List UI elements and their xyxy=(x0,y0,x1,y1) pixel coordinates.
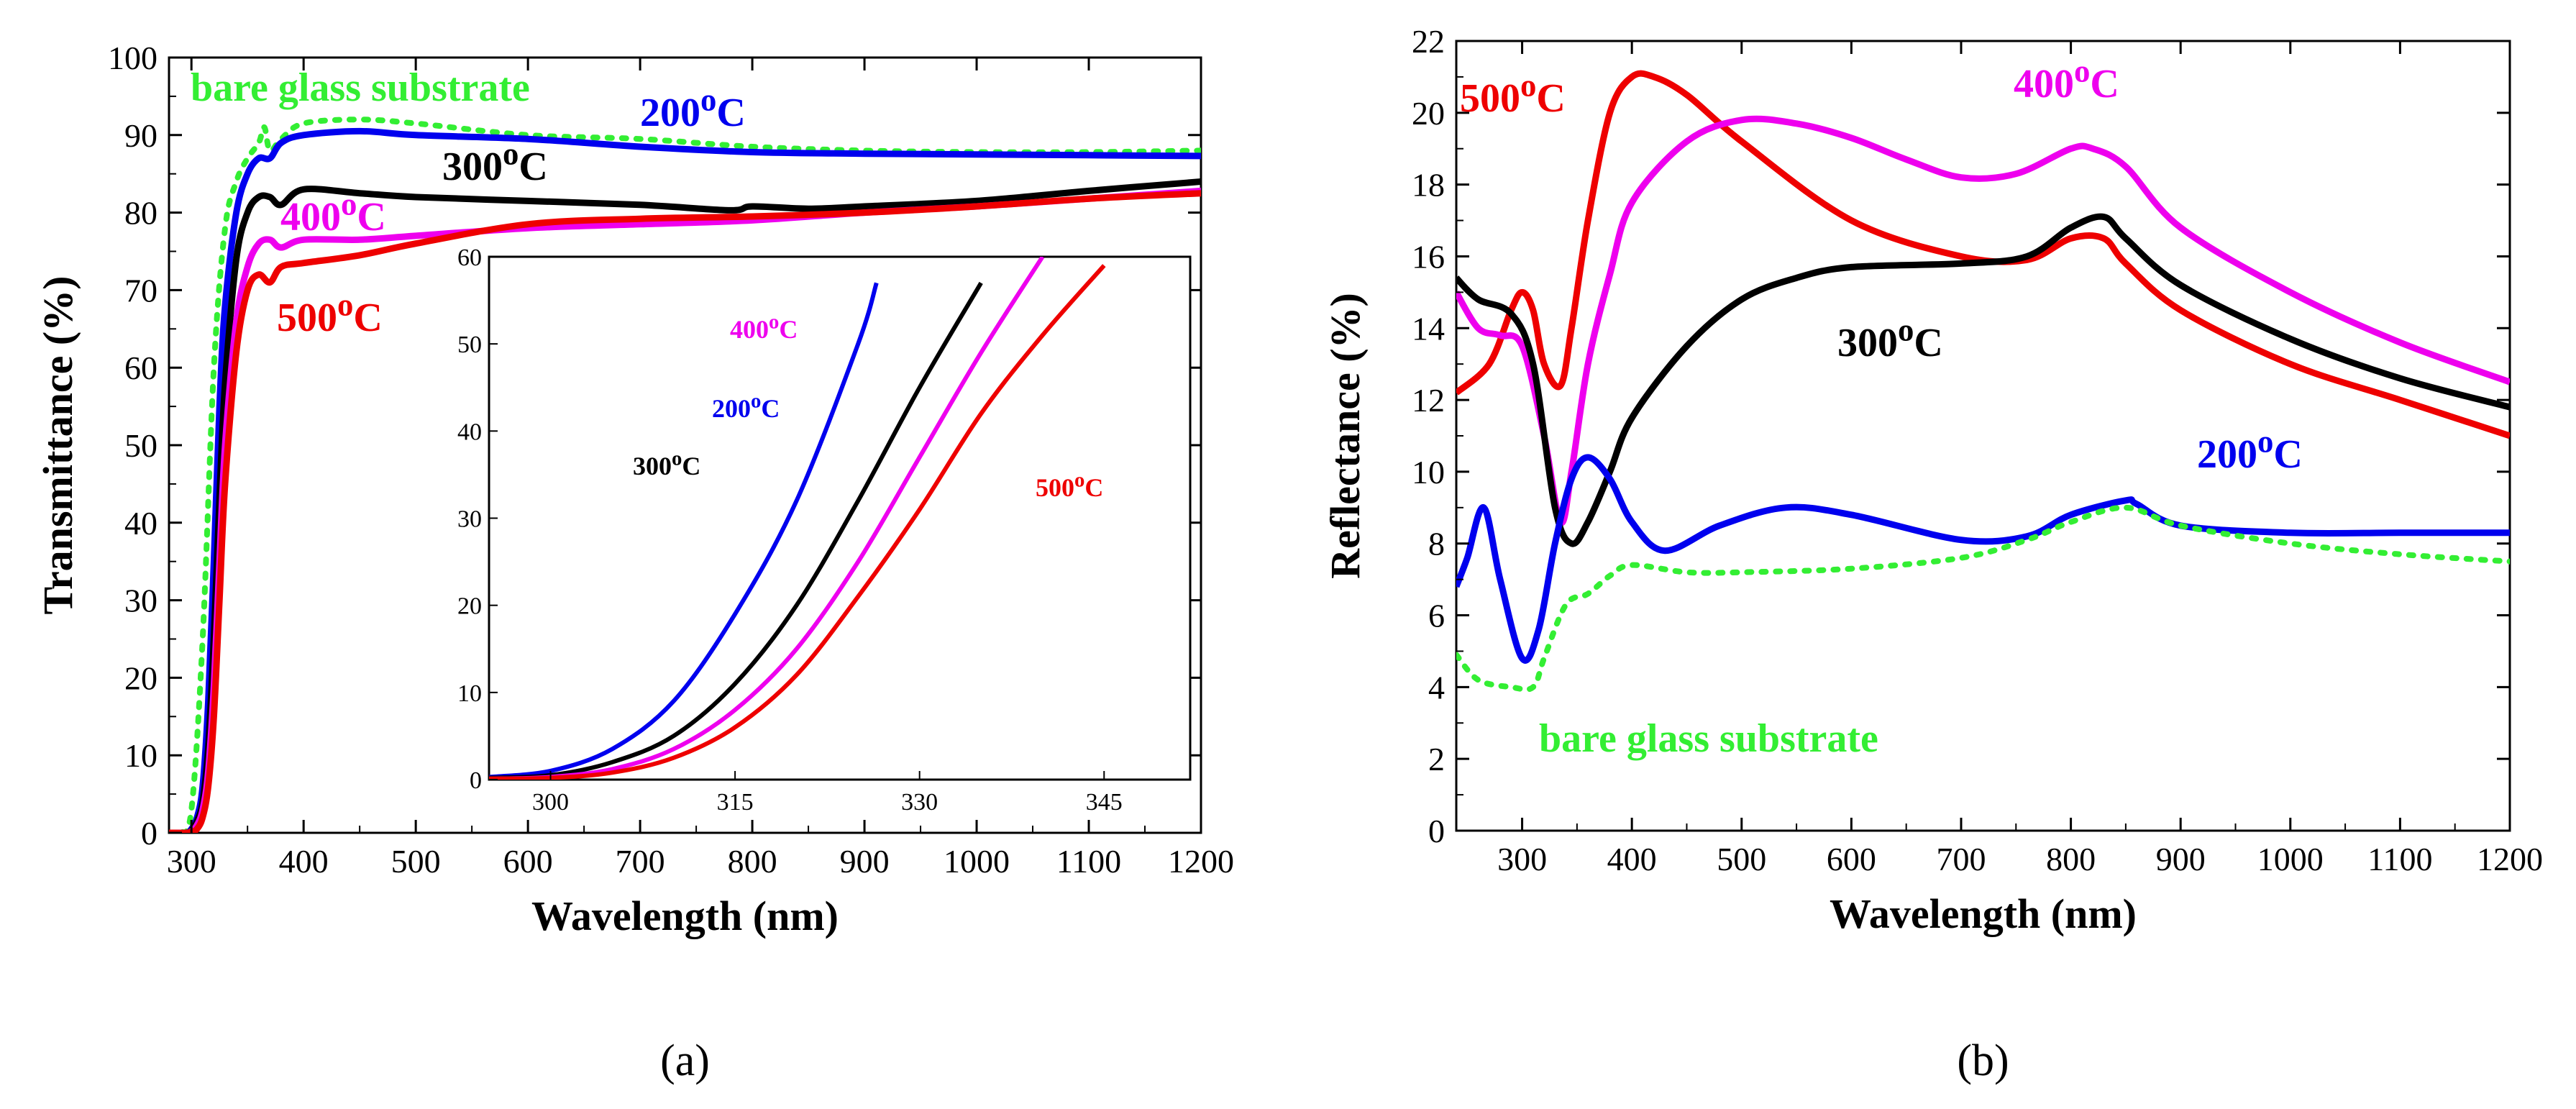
panel-b-x-tick-label: 500 xyxy=(1717,841,1766,877)
panel-b-label-bare-glass-substrate: bare glass substrate xyxy=(1539,716,1878,761)
panel-a-y-tick-label: 40 xyxy=(124,505,157,542)
panel-a-label-500c: 500oC xyxy=(277,287,383,340)
panel-a-label-200c: 200oC xyxy=(640,82,746,135)
panel-b-x-tick-label: 800 xyxy=(2046,841,2096,877)
panel-b-x-axis-title: Wavelength (nm) xyxy=(1830,890,2137,937)
panel-b-y-tick-label: 2 xyxy=(1428,741,1445,777)
panel-a-y-tick-label: 10 xyxy=(124,737,157,774)
panel-b-label-300c: 300oC xyxy=(1837,312,1943,365)
panel-a-label-400c: 400oC xyxy=(280,186,386,239)
panel-a-series-500c xyxy=(169,190,1201,833)
panel-a-x-tick-label: 400 xyxy=(279,843,329,880)
panel-a-label: (a) xyxy=(660,1036,710,1085)
panel-b-x-tick-label: 1200 xyxy=(2477,841,2543,877)
panel-a-x-tick-label: 700 xyxy=(616,843,665,880)
panel-b-series-300c xyxy=(1456,213,2510,547)
panel-b-y-tick-label: 8 xyxy=(1428,526,1445,562)
panel-a-x-tick-label: 600 xyxy=(503,843,553,880)
panel-b-x-tick-label: 300 xyxy=(1497,841,1547,877)
panel-a-y-axis-title: Transmittance (%) xyxy=(35,276,81,615)
inset-series-200c xyxy=(489,282,879,780)
panel-a-x-tick-label: 900 xyxy=(840,843,890,880)
inset-x-tick-label: 330 xyxy=(901,789,938,816)
panel-b-x-tick-label: 700 xyxy=(1936,841,1986,877)
panel-b-y-tick-label: 12 xyxy=(1412,382,1445,419)
panel-b-y-tick-label: 18 xyxy=(1412,167,1445,204)
panel-b-y-axis-title: Reflectance (%) xyxy=(1322,293,1369,579)
panel-a-y-tick-label: 70 xyxy=(124,272,157,309)
panel-b-reflectance: 300 400 500 600 700 800 900 1000 1100 1200 0 2 4 6 8 10… xyxy=(1322,23,2543,1085)
inset-label-400c: 400oC xyxy=(730,310,798,344)
inset-series-300c xyxy=(489,281,983,780)
panel-b-label-500c: 500oC xyxy=(1460,68,1566,121)
panel-a-x-tick-label: 500 xyxy=(391,843,441,880)
panel-b-y-tick-label: 20 xyxy=(1412,95,1445,132)
panel-a-y-tick-label: 90 xyxy=(124,117,157,154)
panel-b-y-tick-label: 4 xyxy=(1428,669,1445,706)
panel-a-x-tick-label: 1000 xyxy=(944,843,1010,880)
panel-b-x-tick-label: 900 xyxy=(2156,841,2206,877)
inset-label-300c: 300oC xyxy=(633,447,700,480)
panel-b-y-tick-label: 0 xyxy=(1428,813,1445,849)
panel-b-x-tick-label: 1000 xyxy=(2257,841,2324,877)
panel-b-series-500c xyxy=(1456,70,2510,439)
inset-y-tick-label: 40 xyxy=(457,419,482,445)
panel-a-y-tick-label: 60 xyxy=(124,350,157,386)
inset-series-400c xyxy=(489,257,1045,780)
panel-a-x-tick-label: 300 xyxy=(167,843,216,880)
inset-y-tick-label: 50 xyxy=(457,332,482,358)
panel-b-x-tick-label: 400 xyxy=(1607,841,1657,877)
inset-plot-frame xyxy=(488,255,1192,781)
panel-b-label-200c: 200oC xyxy=(2197,424,2303,477)
inset-series-500c xyxy=(489,264,1106,780)
panel-a-y-tick-label: 30 xyxy=(124,583,157,619)
inset-y-tick-label: 60 xyxy=(457,245,482,271)
inset-y-tick-label: 10 xyxy=(457,680,482,707)
inset-x-tick-label: 315 xyxy=(717,789,754,816)
panel-b-x-tick-label: 600 xyxy=(1827,841,1876,877)
panel-a-y-tick-label: 100 xyxy=(108,40,157,76)
inset-label-500c: 500oC xyxy=(1036,468,1103,502)
panel-b-plot-frame xyxy=(1455,40,2511,832)
panel-b-y-tick-label: 16 xyxy=(1412,238,1445,275)
panel-a-x-axis-title: Wavelength (nm) xyxy=(531,893,839,939)
panel-a-x-tick-label: 800 xyxy=(728,843,777,880)
panel-a-transmittance: 300 400 500 600 700 800 900 1000 1100 12000102030… xyxy=(35,40,1234,1085)
panel-b-series-bare-glass-substrate xyxy=(1456,504,2510,693)
panel-a-y-tick-label: 50 xyxy=(124,427,157,464)
inset-y-tick-label: 0 xyxy=(470,767,482,794)
panel-a-label-bare-glass-substrate: bare glass substrate xyxy=(191,65,530,110)
inset-label-200c: 200oC xyxy=(712,389,780,423)
panel-a-y-tick-label: 80 xyxy=(124,195,157,232)
panel-a-y-tick-label: 0 xyxy=(141,815,157,852)
panel-b-series-200c xyxy=(1456,454,2510,664)
panel-a-y-tick-label: 20 xyxy=(124,660,157,696)
inset-x-tick-label: 345 xyxy=(1086,789,1123,816)
inset-x-tick-label: 300 xyxy=(532,789,569,816)
panel-b-y-tick-label: 10 xyxy=(1412,454,1445,490)
panel-a-x-tick-label: 1200 xyxy=(1168,843,1234,880)
panel-b-y-tick-label: 14 xyxy=(1412,310,1445,347)
inset-y-tick-label: 20 xyxy=(457,593,482,620)
inset-y-tick-label: 30 xyxy=(457,506,482,533)
panel-a-label-300c: 300oC xyxy=(442,136,548,189)
panel-a-x-tick-label: 1100 xyxy=(1056,843,1121,880)
panel-b-label: (b) xyxy=(1957,1036,2009,1085)
panel-b-label-400c: 400oC xyxy=(2014,53,2119,106)
panel-b-y-tick-label: 6 xyxy=(1428,598,1445,634)
panel-b-y-tick-label: 22 xyxy=(1412,23,1445,60)
panel-b-x-tick-label: 1100 xyxy=(2367,841,2432,877)
